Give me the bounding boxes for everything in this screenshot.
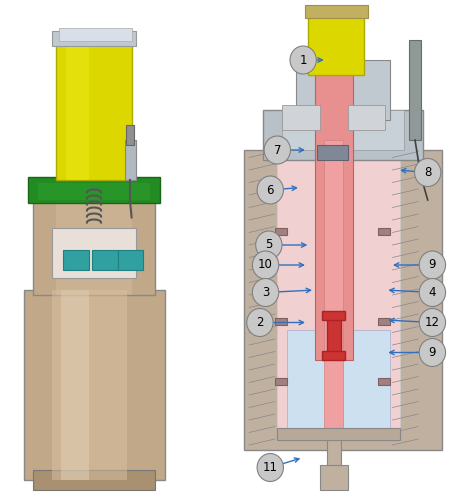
Circle shape [247,308,273,336]
Bar [322,351,345,360]
Bar [378,378,390,385]
Bar [296,60,390,120]
Bar [287,330,390,440]
Bar [275,228,287,235]
Bar [322,311,345,320]
Circle shape [290,46,316,74]
Bar [275,378,287,385]
Bar [378,318,390,325]
Bar [38,182,150,200]
Bar [244,150,442,450]
Bar [282,110,404,150]
Text: 7: 7 [274,144,281,156]
Circle shape [257,454,283,481]
Text: 9: 9 [429,258,436,272]
Bar [277,428,400,440]
Circle shape [419,338,446,366]
Bar [56,200,132,295]
Bar [92,250,118,270]
Bar [52,31,136,46]
Circle shape [252,278,279,306]
Circle shape [264,136,290,164]
Circle shape [257,176,283,204]
Bar [308,10,364,75]
Bar [61,290,89,480]
Bar [378,228,390,235]
Bar [52,290,127,480]
Bar [324,140,343,440]
Text: 2: 2 [256,316,264,329]
Circle shape [415,158,441,186]
Bar [327,440,341,470]
Bar [33,200,155,295]
Text: 9: 9 [429,346,436,359]
Bar [52,228,136,278]
Bar [24,290,164,480]
Bar [59,28,132,41]
Bar [66,45,89,180]
Circle shape [256,231,282,259]
Bar [315,50,352,360]
Bar [263,110,423,160]
Bar [118,250,143,270]
Circle shape [419,278,446,306]
Text: 4: 4 [429,286,436,299]
Bar [277,160,400,440]
Bar [320,465,348,490]
Bar [348,105,385,130]
Circle shape [252,251,279,279]
Bar [317,145,348,160]
Text: 1: 1 [299,54,307,66]
Text: 5: 5 [265,238,273,252]
Bar [63,250,89,270]
Text: 6: 6 [266,184,274,196]
Bar [126,125,134,145]
Bar [409,40,421,140]
Bar [33,470,155,490]
Text: 12: 12 [425,316,440,329]
Text: 8: 8 [424,166,431,179]
Bar [275,318,287,325]
Bar [305,5,368,18]
Circle shape [419,251,446,279]
Circle shape [419,308,446,336]
Bar [56,45,132,180]
Bar [28,178,160,203]
Bar [327,318,341,358]
Text: 10: 10 [258,258,273,272]
Text: 11: 11 [263,461,278,474]
Text: 3: 3 [262,286,269,299]
Bar [282,105,320,130]
Bar [125,140,136,180]
